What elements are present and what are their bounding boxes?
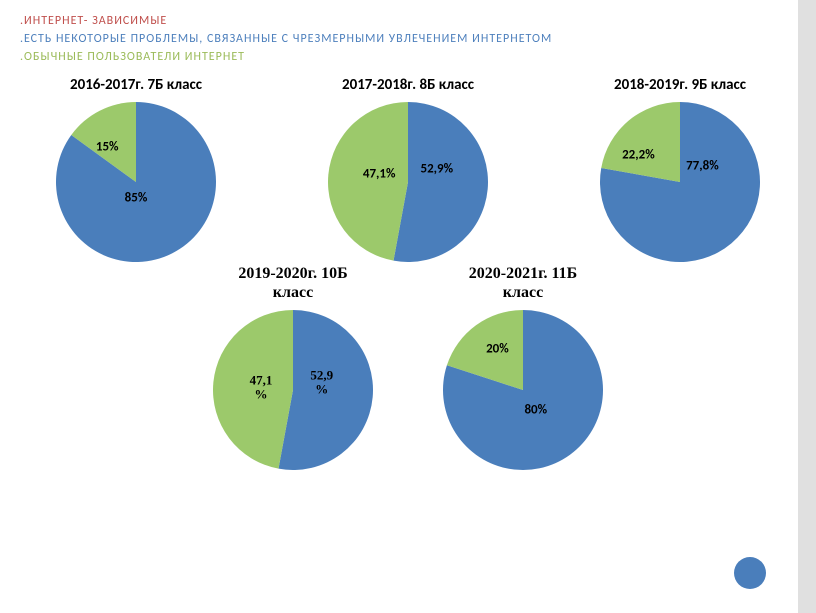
pie-label: 47,1% [363, 167, 396, 182]
pie-label: 80% [524, 402, 547, 417]
pie: 85% 15% [56, 102, 216, 262]
pie-label: 77,8% [686, 159, 719, 174]
pie-label: 20% [486, 341, 509, 356]
legend: .ИНТЕРНЕТ- ЗАВИСИМЫЕ .ЕСТЬ НЕКОТОРЫЕ ПРО… [0, 0, 816, 70]
chart-title: 2018-2019г. 9Б класс [614, 76, 746, 94]
chart-title: 2020-2021г. 11Бкласс [469, 264, 577, 302]
chart-3: 2019-2020г. 10Бкласс 52,9% 47,1% [213, 264, 373, 470]
pie-label: 52,9% [310, 369, 333, 396]
side-bar [798, 0, 816, 613]
pie-slice [601, 102, 680, 182]
legend-line-2: .ЕСТЬ НЕКОТОРЫЕ ПРОБЛЕМЫ, СВЯЗАННЫЕ С ЧР… [20, 30, 796, 48]
charts-row-bottom: 2019-2020г. 10Бкласс 52,9% 47,1% 2020-2021… [0, 264, 816, 470]
pie-label: 47,1% [250, 374, 273, 401]
decor-dot [734, 557, 766, 589]
chart-4: 2020-2021г. 11Бкласс 80% 20% [443, 264, 603, 470]
charts-row-top: 2016-2017г. 7Б класс 85% 15% 2017-2018г. 8… [0, 76, 816, 262]
chart-1: 2017-2018г. 8Б класс 52,9% 47,1% [328, 76, 488, 262]
chart-title: 2017-2018г. 8Б класс [342, 76, 474, 94]
pie: 80% 20% [443, 310, 603, 470]
chart-title: 2019-2020г. 10Бкласс [238, 264, 347, 302]
legend-line-1: .ИНТЕРНЕТ- ЗАВИСИМЫЕ [20, 12, 796, 30]
pie-label: 85% [125, 191, 148, 206]
chart-title: 2016-2017г. 7Б класс [70, 76, 202, 94]
chart-2: 2018-2019г. 9Б класс 77,8% 22,2% [600, 76, 760, 262]
pie-label: 15% [96, 139, 119, 154]
legend-line-3: .ОБЫЧНЫЕ ПОЛЬЗОВАТЕЛИ ИНТЕРНЕТ [20, 48, 796, 66]
pie: 52,9% 47,1% [213, 310, 373, 470]
pie-label: 22,2% [622, 147, 655, 162]
pie-label: 52,9% [420, 162, 453, 177]
pie: 52,9% 47,1% [328, 102, 488, 262]
pie: 77,8% 22,2% [600, 102, 760, 262]
chart-0: 2016-2017г. 7Б класс 85% 15% [56, 76, 216, 262]
